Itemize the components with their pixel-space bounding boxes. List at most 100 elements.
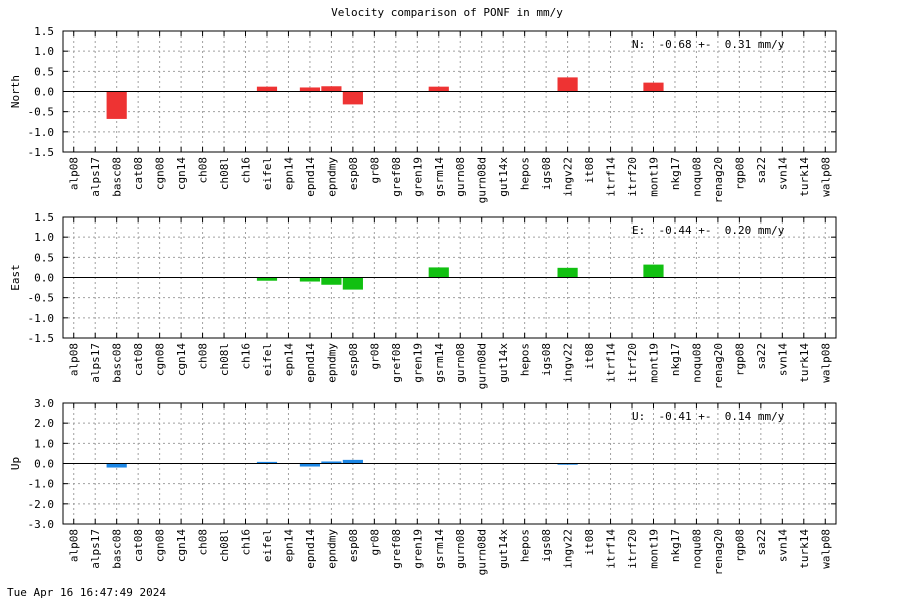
- x-tick-label: gr08: [368, 157, 381, 184]
- x-tick-label: svn14: [776, 157, 789, 190]
- y-tick-label: 0.0: [34, 86, 54, 99]
- y-tick-label: -1.0: [28, 126, 55, 139]
- x-tick-label: mont19: [647, 157, 660, 197]
- panel-north: -1.5 -1.0 -0.5 0.0 0.5 1.0 1.5 alp08 alps17 basc0…: [9, 25, 837, 203]
- y-axis-label: Up: [9, 457, 22, 470]
- x-tick-label: gurn08: [454, 157, 467, 197]
- x-tick-label: gr08: [368, 529, 381, 556]
- x-tick-label: eifel: [261, 343, 274, 376]
- x-tick-label: rgp08: [733, 157, 746, 190]
- x-tick-label: basc08: [111, 343, 124, 383]
- y-tick-label: 1.0: [34, 437, 54, 450]
- bar-east-eifel: [256, 277, 278, 281]
- x-tick-label: nkg17: [669, 343, 682, 376]
- x-tick-label: esp08: [347, 343, 360, 376]
- x-tick-label: epnd14: [304, 529, 317, 569]
- x-tick-label: hepos: [519, 343, 532, 376]
- x-tick-label: itrf20: [626, 529, 639, 569]
- bar-north-basc08: [106, 91, 127, 119]
- x-tick-label: rgp08: [733, 529, 746, 562]
- y-tick-label: 2.0: [34, 417, 54, 430]
- y-tick-label: 0.5: [34, 65, 54, 78]
- x-tick-label: it08: [583, 529, 596, 556]
- x-tick-label: gurn08: [454, 343, 467, 383]
- x-tick-label: epndmy: [325, 343, 338, 383]
- bar-north-eifel: [256, 86, 278, 92]
- x-tick-label: sa22: [755, 529, 768, 556]
- x-tick-label: gut14x: [497, 529, 510, 569]
- x-tick-label: cgn08: [154, 343, 167, 376]
- x-tick-label: epn14: [282, 343, 295, 376]
- bar-east-epnd14: [299, 277, 321, 282]
- x-tick-label: ch08: [197, 529, 210, 556]
- x-tick-label: gut14x: [497, 343, 510, 383]
- x-tick-label: walp08: [819, 343, 832, 383]
- x-tick-label: ingv22: [562, 529, 575, 569]
- bar-east-epndmy: [321, 277, 342, 285]
- y-tick-label: -1.5: [28, 146, 55, 159]
- y-tick-label: -1.0: [28, 312, 55, 325]
- y-tick-label: 3.0: [34, 397, 54, 410]
- y-tick-label: 1.0: [34, 45, 54, 58]
- x-tick-label: walp08: [819, 529, 832, 569]
- x-tick-label: epnd14: [304, 157, 317, 197]
- panel-east: -1.5 -1.0 -0.5 0.0 0.5 1.0 1.5 alp08 alps17 basc0…: [9, 211, 837, 389]
- x-tick-label: ch08: [197, 343, 210, 370]
- bar-north-esp08: [342, 91, 363, 105]
- timestamp: Tue Apr 16 16:47:49 2024: [7, 586, 166, 599]
- x-tick-label: epndmy: [325, 157, 338, 197]
- x-tick-label: turk14: [798, 343, 811, 383]
- x-tick-label: cgn14: [175, 529, 188, 562]
- bar-up-ingv22: [557, 463, 578, 465]
- x-tick-label: it08: [583, 157, 596, 184]
- x-tick-label: epnd14: [304, 343, 317, 383]
- x-tick-label: svn14: [776, 343, 789, 376]
- chart-panels: -1.5 -1.0 -0.5 0.0 0.5 1.0 1.5 alp08 alps17 basc0…: [9, 25, 837, 575]
- plot-frame: [62, 402, 837, 525]
- x-tick-label: alps17: [89, 157, 102, 197]
- x-tick-label: cgn08: [154, 157, 167, 190]
- bar-north-mont19: [643, 82, 664, 92]
- x-tick-label: ch08l: [218, 343, 231, 376]
- x-tick-label: cat08: [132, 157, 145, 190]
- x-tick-label: alps17: [89, 343, 102, 383]
- x-tick-label: gurn08: [454, 529, 467, 569]
- x-tick-label: alp08: [68, 343, 81, 376]
- x-tick-label: walp08: [819, 157, 832, 197]
- y-tick-label: 0.0: [34, 458, 54, 471]
- bar-east-esp08: [342, 277, 363, 290]
- x-tick-label: alps17: [89, 529, 102, 569]
- x-tick-label: renag20: [712, 157, 725, 203]
- x-tick-label: hepos: [519, 157, 532, 190]
- x-tick-label: it08: [583, 343, 596, 370]
- velocity-annotation: N: -0.68 +- 0.31 mm/y: [632, 38, 785, 51]
- x-tick-label: epndmy: [325, 529, 338, 569]
- x-tick-label: ch08: [197, 157, 210, 184]
- x-tick-label: alp08: [68, 529, 81, 562]
- x-tick-label: itrf14: [605, 157, 618, 197]
- x-tick-label: gurn08d: [476, 343, 489, 389]
- x-tick-label: nkg17: [669, 529, 682, 562]
- x-tick-label: itrf20: [626, 343, 639, 383]
- x-tick-label: svn14: [776, 529, 789, 562]
- x-tick-label: gurn08d: [476, 529, 489, 575]
- x-tick-label: sa22: [755, 343, 768, 370]
- panel-up: -3.0 -2.0 -1.0 0.0 1.0 2.0 3.0 alp08 alps17 basc0…: [9, 397, 837, 575]
- x-tick-label: gren19: [411, 343, 424, 383]
- bar-north-gsrm14: [428, 86, 449, 92]
- bar-up-basc08: [106, 463, 127, 468]
- x-tick-label: gref08: [390, 157, 403, 197]
- x-tick-label: cat08: [132, 529, 145, 562]
- x-tick-label: gsrm14: [433, 343, 446, 383]
- x-tick-label: mont19: [647, 343, 660, 383]
- x-tick-label: eifel: [261, 157, 274, 190]
- y-tick-label: 1.5: [34, 211, 54, 224]
- x-tick-label: turk14: [798, 157, 811, 197]
- x-tick-label: cgn14: [175, 157, 188, 190]
- figure-title: Velocity comparison of PONF in mm/y: [331, 6, 563, 19]
- bar-up-eifel: [256, 461, 278, 464]
- x-tick-label: noqu08: [690, 157, 703, 197]
- x-tick-label: cgn14: [175, 343, 188, 376]
- x-tick-label: gref08: [390, 343, 403, 383]
